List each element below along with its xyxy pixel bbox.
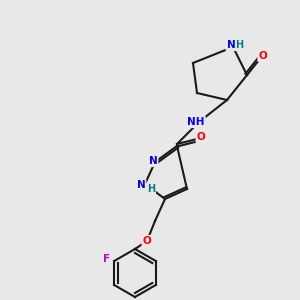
- Text: N: N: [148, 156, 158, 166]
- Text: N: N: [136, 180, 146, 190]
- Text: N: N: [226, 40, 236, 50]
- Text: O: O: [196, 132, 206, 142]
- Text: NH: NH: [187, 117, 205, 127]
- Text: O: O: [142, 236, 152, 246]
- Text: H: H: [235, 40, 243, 50]
- Text: H: H: [147, 184, 155, 194]
- Text: F: F: [103, 254, 110, 264]
- Text: O: O: [258, 51, 267, 61]
